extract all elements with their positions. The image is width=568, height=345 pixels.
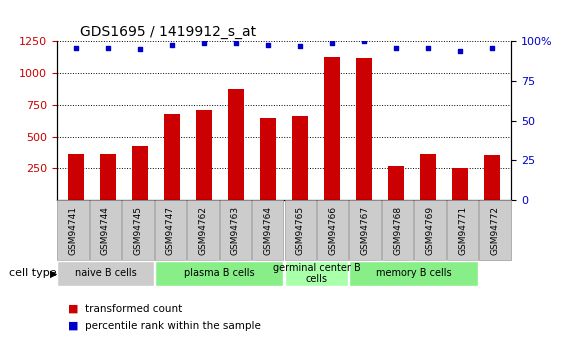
Text: GSM94772: GSM94772 [491,206,499,255]
Point [135,47,144,52]
Text: germinal center B
cells: germinal center B cells [273,263,360,284]
Point [103,45,112,50]
Bar [260,118,276,200]
Text: cell type: cell type [9,268,56,278]
Text: plasma B cells: plasma B cells [184,268,254,278]
Text: GSM94747: GSM94747 [166,206,175,255]
Text: GDS1695 / 1419912_s_at: GDS1695 / 1419912_s_at [80,25,256,39]
Point [360,39,369,44]
Text: GSM94767: GSM94767 [361,206,370,255]
Bar [452,168,468,200]
Text: ▶: ▶ [50,268,57,278]
Text: GSM94768: GSM94768 [393,206,402,255]
Bar [132,146,148,200]
Bar [68,154,84,200]
Point [391,45,400,50]
Point [231,40,240,46]
Text: GSM94741: GSM94741 [69,206,77,255]
Text: GSM94744: GSM94744 [101,206,110,255]
Point [199,40,208,46]
Point [424,45,433,50]
Bar [484,155,500,200]
Text: GSM94762: GSM94762 [198,206,207,255]
Bar [292,116,308,200]
Bar [228,89,244,200]
Point [168,42,177,47]
Text: memory B cells: memory B cells [376,268,452,278]
Point [487,45,496,50]
Text: GSM94769: GSM94769 [425,206,435,255]
Text: GSM94771: GSM94771 [458,206,467,255]
Bar [388,166,404,200]
Text: ■: ■ [68,304,78,314]
Text: GSM94745: GSM94745 [133,206,143,255]
Text: percentile rank within the sample: percentile rank within the sample [85,321,261,331]
Bar [100,154,116,200]
Bar [196,110,212,200]
Point [295,43,304,49]
Point [456,48,465,54]
Bar [356,58,372,200]
Text: GSM94766: GSM94766 [328,206,337,255]
Text: GSM94764: GSM94764 [264,206,272,255]
Text: transformed count: transformed count [85,304,182,314]
Bar [324,57,340,200]
Text: ■: ■ [68,321,78,331]
Point [72,45,81,50]
Text: naive B cells: naive B cells [74,268,136,278]
Point [328,40,337,46]
Text: GSM94763: GSM94763 [231,206,240,255]
Text: GSM94765: GSM94765 [296,206,304,255]
Bar [164,115,180,200]
Point [264,42,273,47]
Bar [420,154,436,200]
